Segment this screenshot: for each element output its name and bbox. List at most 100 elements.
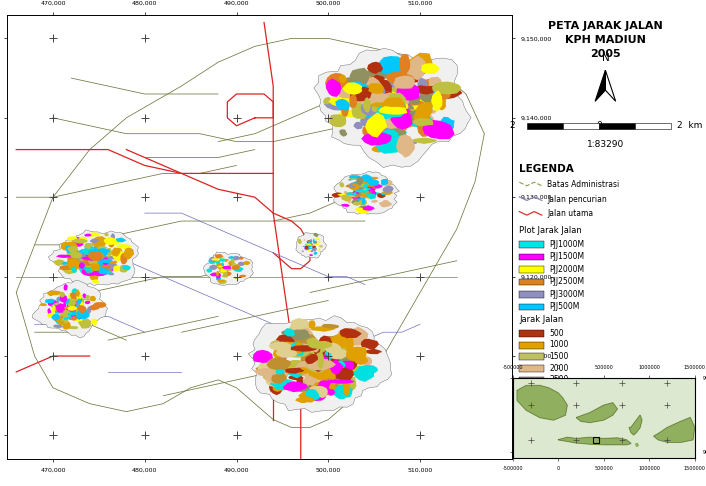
Polygon shape <box>412 112 434 128</box>
Polygon shape <box>82 268 97 276</box>
Polygon shape <box>93 302 107 308</box>
Polygon shape <box>390 72 407 81</box>
Polygon shape <box>112 250 126 261</box>
Polygon shape <box>87 306 91 313</box>
Polygon shape <box>273 384 283 392</box>
Polygon shape <box>635 444 638 447</box>
Polygon shape <box>78 237 88 243</box>
Polygon shape <box>101 259 112 263</box>
Polygon shape <box>89 249 102 257</box>
Polygon shape <box>309 243 311 246</box>
Polygon shape <box>377 193 385 198</box>
Polygon shape <box>88 265 95 273</box>
Polygon shape <box>361 191 366 193</box>
Polygon shape <box>62 262 68 265</box>
Polygon shape <box>348 179 353 181</box>
Polygon shape <box>321 350 345 362</box>
Polygon shape <box>375 123 383 136</box>
Polygon shape <box>319 361 333 370</box>
Bar <box>599 122 635 129</box>
Polygon shape <box>303 358 311 371</box>
Polygon shape <box>334 171 400 214</box>
Polygon shape <box>68 305 74 314</box>
Polygon shape <box>364 189 371 193</box>
Polygon shape <box>63 321 71 330</box>
Polygon shape <box>380 80 392 96</box>
Polygon shape <box>299 391 317 401</box>
Polygon shape <box>419 90 440 104</box>
Polygon shape <box>337 380 345 393</box>
Polygon shape <box>353 189 362 191</box>
Polygon shape <box>91 263 95 268</box>
Polygon shape <box>91 271 107 276</box>
Polygon shape <box>285 368 304 374</box>
Polygon shape <box>85 232 100 237</box>
Polygon shape <box>52 307 60 312</box>
Polygon shape <box>226 266 231 270</box>
Polygon shape <box>318 355 329 369</box>
Bar <box>527 122 563 129</box>
Text: N: N <box>602 53 609 64</box>
Polygon shape <box>68 309 81 311</box>
Polygon shape <box>364 187 376 192</box>
Polygon shape <box>381 61 405 70</box>
Polygon shape <box>329 335 346 341</box>
Polygon shape <box>389 141 414 149</box>
Polygon shape <box>232 265 239 270</box>
Polygon shape <box>68 308 75 311</box>
Polygon shape <box>308 243 313 247</box>
Polygon shape <box>355 190 370 193</box>
Polygon shape <box>312 359 324 368</box>
Polygon shape <box>364 189 373 192</box>
Polygon shape <box>338 84 364 102</box>
Polygon shape <box>367 179 379 186</box>
Polygon shape <box>381 113 412 131</box>
Polygon shape <box>91 319 97 325</box>
Polygon shape <box>366 118 395 136</box>
Polygon shape <box>223 267 232 268</box>
Polygon shape <box>222 268 230 271</box>
Polygon shape <box>67 308 74 311</box>
Polygon shape <box>309 350 337 360</box>
Polygon shape <box>65 298 76 306</box>
Polygon shape <box>75 312 86 320</box>
Polygon shape <box>361 174 373 182</box>
Polygon shape <box>290 342 306 356</box>
Polygon shape <box>401 109 412 118</box>
Polygon shape <box>71 266 76 271</box>
Polygon shape <box>399 53 410 74</box>
Polygon shape <box>112 249 121 256</box>
Polygon shape <box>258 361 275 376</box>
Polygon shape <box>313 363 324 367</box>
Polygon shape <box>326 78 342 97</box>
Polygon shape <box>328 359 344 375</box>
Polygon shape <box>393 88 412 102</box>
Polygon shape <box>306 353 328 365</box>
Polygon shape <box>66 307 76 312</box>
Polygon shape <box>312 245 316 247</box>
Polygon shape <box>85 243 89 253</box>
Polygon shape <box>108 241 121 245</box>
Polygon shape <box>351 183 361 186</box>
Polygon shape <box>309 383 330 401</box>
Polygon shape <box>51 303 64 310</box>
Polygon shape <box>228 261 232 266</box>
Polygon shape <box>348 367 354 373</box>
Polygon shape <box>301 379 324 385</box>
Polygon shape <box>96 253 103 258</box>
Polygon shape <box>304 371 320 385</box>
Polygon shape <box>106 266 112 275</box>
Polygon shape <box>91 252 104 261</box>
Polygon shape <box>86 271 90 274</box>
Polygon shape <box>122 265 131 270</box>
Polygon shape <box>301 250 304 252</box>
Polygon shape <box>98 267 109 275</box>
Polygon shape <box>313 361 321 373</box>
Polygon shape <box>381 179 388 185</box>
Polygon shape <box>78 321 87 324</box>
Polygon shape <box>342 77 356 89</box>
Text: PJJ2500M: PJJ2500M <box>549 278 585 286</box>
Polygon shape <box>375 102 393 114</box>
Polygon shape <box>388 93 406 105</box>
Text: Batas Administrasi: Batas Administrasi <box>547 180 620 189</box>
